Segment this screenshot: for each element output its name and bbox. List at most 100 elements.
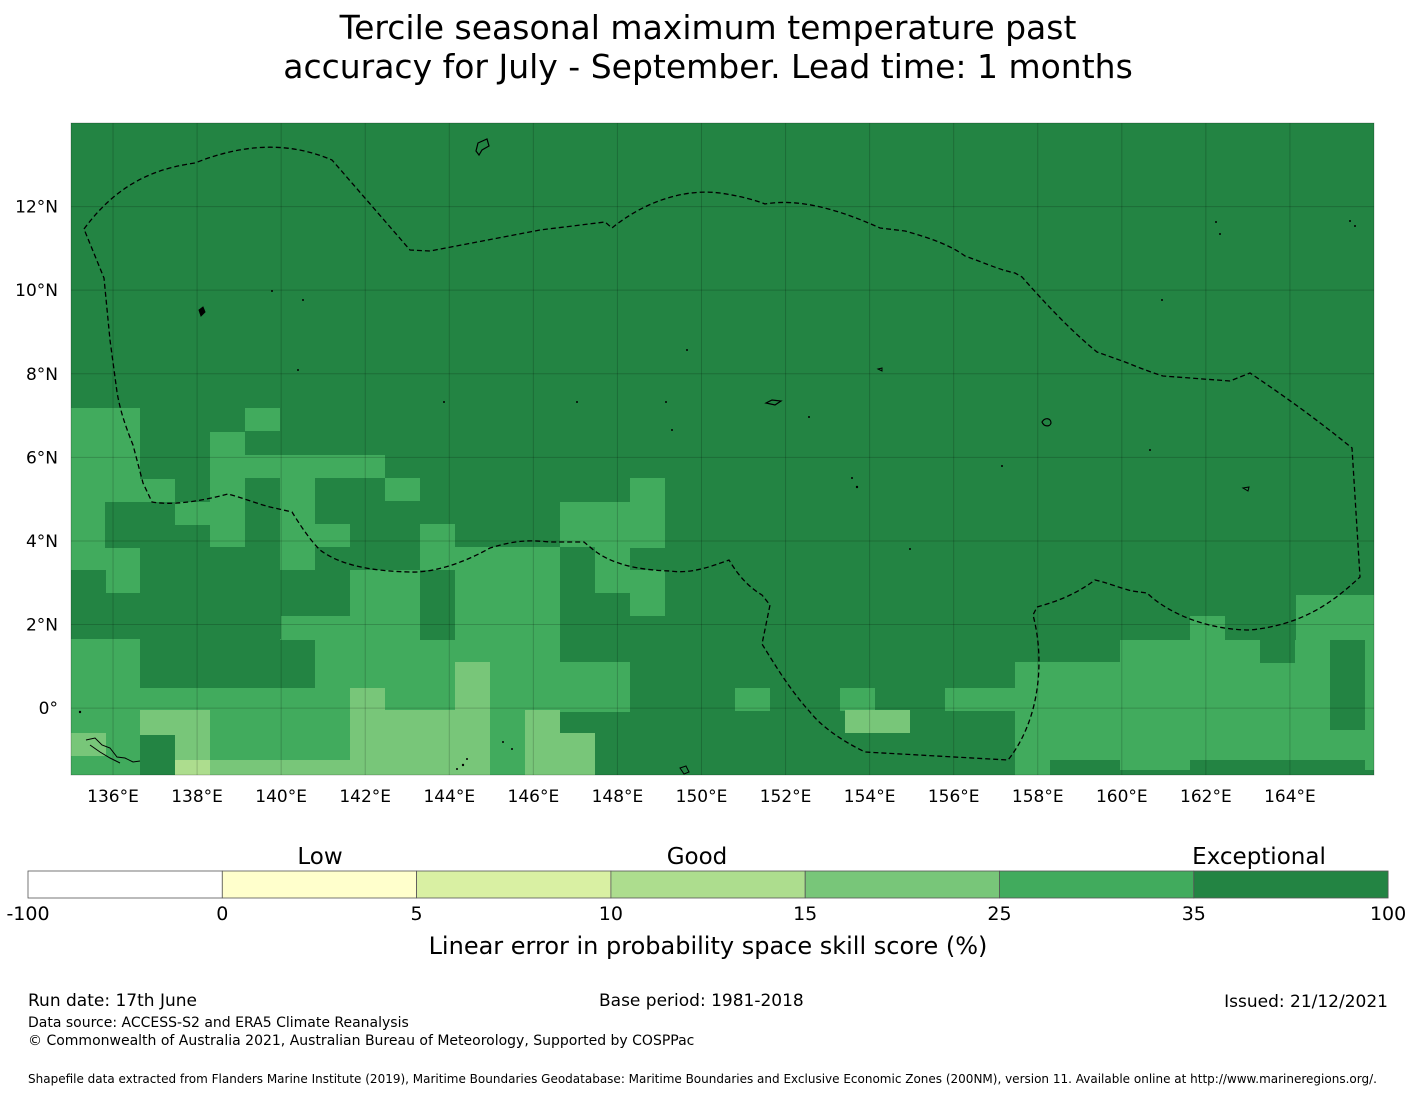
- new-guinea-coast: [85, 737, 141, 763]
- eez-boundary: [83, 146, 1361, 761]
- eez-boundary-line: [83, 146, 1361, 761]
- skill-cell: [455, 662, 490, 710]
- legend-boundary-label: 35: [1182, 903, 1206, 925]
- skill-cell: [840, 688, 875, 711]
- atoll: [851, 477, 853, 479]
- atoll: [302, 299, 304, 301]
- skill-cell: [140, 640, 315, 688]
- skill-cell: [350, 688, 385, 775]
- longitude-tick-label: 140°E: [255, 787, 307, 807]
- skill-cell: [315, 524, 350, 547]
- skill-cell: [845, 710, 910, 733]
- longitude-tick-label: 146°E: [508, 787, 560, 807]
- skill-cell: [490, 640, 525, 662]
- skill-cell: [210, 760, 350, 775]
- legend-boundary-label: 10: [599, 903, 623, 925]
- atoll: [665, 401, 667, 403]
- legend-color-box: [27, 870, 223, 899]
- kosrae-island: [1241, 486, 1250, 492]
- skill-map: 136°E 138°E 140°E 142°E 144°E 146°E 148°E 150°E…: [15, 122, 1375, 807]
- atoll: [1349, 220, 1351, 222]
- atoll: [1161, 299, 1163, 301]
- legend-boundary-label: 100: [1370, 903, 1406, 925]
- new-guinea-coast-2: [89, 744, 121, 764]
- map-title-line-2: accuracy for July - September. Lead time…: [283, 47, 1133, 86]
- legend-category-label: Low: [297, 844, 342, 870]
- legend-categories: Low Good Exceptional: [297, 844, 1325, 870]
- atoll: [456, 768, 458, 770]
- legend-boundary-label: -100: [6, 903, 49, 925]
- copyright: © Commonwealth of Australia 2021, Austra…: [28, 1033, 695, 1049]
- chuuk-island: [764, 399, 783, 406]
- atoll: [576, 401, 578, 403]
- atoll: [297, 369, 299, 371]
- skill-cell: [735, 688, 770, 711]
- atoll: [502, 741, 504, 743]
- skill-cell: [1330, 640, 1365, 730]
- atoll: [1219, 233, 1221, 235]
- skill-score-colorbar: Low Good Exceptional -100 0 5 10 15 25 35 100 Lin…: [6, 844, 1406, 960]
- longitude-tick-label: 142°E: [339, 787, 391, 807]
- skill-cell: [175, 760, 210, 775]
- map-title-line-1: Tercile seasonal maximum temperature pas…: [339, 8, 1077, 47]
- latitude-tick-label: 2°N: [26, 616, 58, 636]
- atoll: [855, 485, 859, 489]
- island-coast: [679, 765, 690, 775]
- atoll: [466, 758, 468, 760]
- skill-cell: [490, 710, 525, 775]
- atoll: [271, 290, 273, 292]
- small-island: [876, 367, 883, 372]
- legend-boundary-label: 5: [411, 903, 423, 925]
- atoll: [1215, 221, 1217, 223]
- atoll: [671, 429, 673, 431]
- skill-cell: [945, 688, 1015, 711]
- legend-color-box: [1193, 870, 1389, 899]
- legend-color-boxes: [27, 870, 1389, 899]
- skill-cell: [245, 408, 280, 431]
- atoll: [1001, 465, 1003, 467]
- skill-cell: [210, 432, 245, 547]
- latitude-tick-label: 4°N: [26, 532, 58, 552]
- longitude-tick-label: 160°E: [1096, 787, 1148, 807]
- latitude-tick-label: 12°N: [15, 198, 58, 218]
- longitude-tick-label: 150°E: [676, 787, 728, 807]
- map-frame: [70, 122, 1375, 776]
- atoll: [909, 548, 911, 550]
- skill-cell: [385, 478, 420, 501]
- legend-color-box: [610, 870, 806, 899]
- data-source: Data source: ACCESS-S2 and ERA5 Climate …: [28, 1015, 409, 1031]
- skill-cell: [420, 524, 455, 570]
- atoll: [1354, 225, 1356, 227]
- skill-cell: [595, 547, 630, 593]
- legend-boundary-label: 15: [793, 903, 817, 925]
- run-date: Run date: 17th June: [28, 991, 197, 1011]
- legend-color-box: [416, 870, 612, 899]
- skill-cells: [71, 123, 1374, 775]
- legend-color-box: [804, 870, 1000, 899]
- skill-cell: [1190, 760, 1365, 775]
- longitude-tick-label: 156°E: [928, 787, 980, 807]
- skill-cell: [140, 688, 280, 711]
- skill-cell: [560, 547, 595, 593]
- skill-cell: [1015, 662, 1120, 775]
- longitude-tick-label: 152°E: [760, 787, 812, 807]
- skill-cell: [71, 570, 106, 593]
- skill-cell: [630, 570, 665, 616]
- longitude-tick-label: 136°E: [87, 787, 139, 807]
- longitude-tick-label: 148°E: [592, 787, 644, 807]
- legend-boundary-label: 25: [987, 903, 1011, 925]
- base-period: Base period: 1981-2018: [599, 991, 804, 1011]
- longitude-tick-label: 138°E: [171, 787, 223, 807]
- skill-cell: [71, 640, 140, 663]
- latitude-tick-label: 8°N: [26, 365, 58, 385]
- skill-cell: [525, 710, 560, 775]
- atoll: [443, 401, 445, 403]
- skill-cell: [525, 688, 595, 711]
- latitude-tick-labels: 12°N 10°N 8°N 6°N 4°N 2°N 0°: [15, 198, 58, 720]
- longitude-tick-label: 162°E: [1180, 787, 1232, 807]
- skill-cell: [105, 502, 140, 548]
- skill-cell: [1050, 760, 1120, 775]
- skill-cell: [1190, 616, 1225, 640]
- skill-cell: [385, 710, 490, 775]
- skill-cell: [71, 593, 281, 639]
